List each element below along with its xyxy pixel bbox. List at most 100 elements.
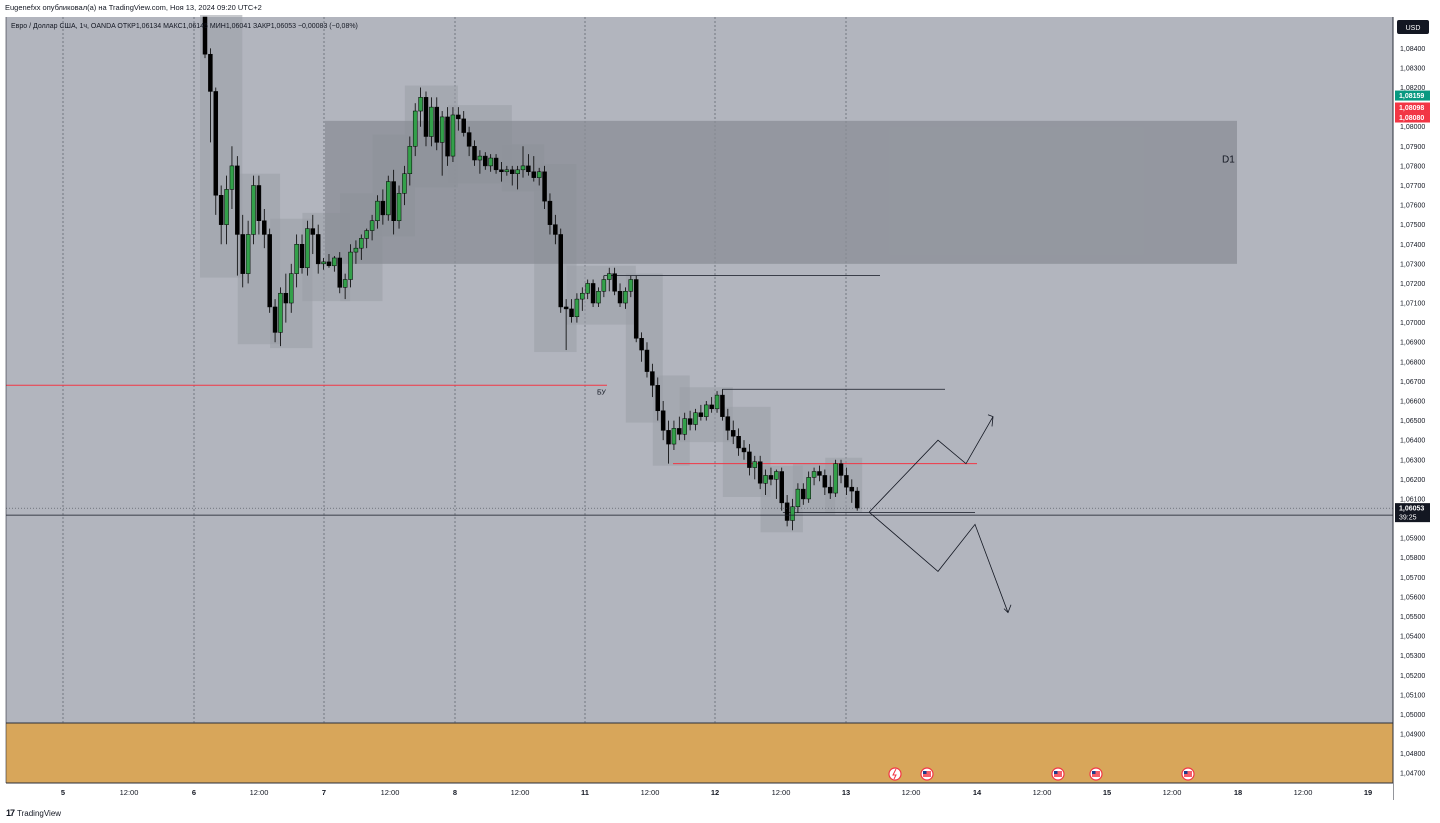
price-tag-label: 1,08098 (1399, 105, 1424, 112)
economic-events[interactable] (888, 767, 1195, 781)
flag-us-icon[interactable] (1181, 767, 1195, 781)
flag-us-icon[interactable] (1051, 767, 1065, 781)
candle-down (757, 461, 763, 484)
event-marker-circle (888, 767, 902, 781)
candle-up (477, 155, 483, 161)
time-tick-label: 6 (192, 788, 196, 797)
candle-up (294, 244, 299, 274)
price-tick-label: 1,05800 (1400, 555, 1425, 562)
candle-down (639, 338, 644, 351)
candle-up (585, 283, 590, 294)
currency-badge[interactable]: USD (1406, 25, 1421, 32)
candle-up (224, 189, 229, 225)
candle-up (364, 230, 369, 239)
time-tick-label: 12:00 (120, 788, 139, 797)
candle-up (375, 200, 380, 221)
candle-up (806, 477, 811, 500)
candle-up (536, 171, 542, 178)
candle-up (229, 165, 235, 190)
candle-up (488, 157, 493, 167)
time-tick-label: 12:00 (772, 788, 791, 797)
flag-stripes (1184, 771, 1192, 777)
current-price-label: 1,06053 (1399, 506, 1424, 513)
candle-up (396, 193, 402, 221)
price-tick-label: 1,06800 (1400, 359, 1425, 366)
candle-down (677, 428, 682, 435)
candle-up (515, 169, 520, 174)
candle-up (353, 247, 359, 253)
time-tick-label: 12:00 (1163, 788, 1182, 797)
d1-zone-label: D1 (1222, 154, 1235, 165)
flag-canton (1054, 771, 1058, 774)
candle-up (671, 428, 677, 445)
price-tick-label: 1,06400 (1400, 438, 1425, 445)
candle-down (337, 257, 342, 288)
price-tick-label: 1,05400 (1400, 634, 1425, 641)
candle-down (590, 283, 596, 304)
flag-us-icon[interactable] (920, 767, 934, 781)
price-tick-label: 1,07400 (1400, 242, 1425, 249)
candle-down (326, 261, 332, 267)
candle-down (730, 430, 736, 437)
candle-up (305, 228, 310, 269)
candle-down (218, 195, 224, 225)
price-tick-label: 1,06700 (1400, 379, 1425, 386)
arrow-head (987, 414, 994, 427)
candle-down (423, 97, 429, 137)
lightning-event-icon[interactable] (888, 767, 902, 781)
candle-up (763, 475, 768, 484)
candle-down (531, 171, 537, 178)
candle-up (402, 173, 407, 194)
price-tick-label: 1,06200 (1400, 477, 1425, 484)
candle-down (509, 169, 515, 174)
price-tick-label: 1,05200 (1400, 673, 1425, 680)
candle-down (256, 185, 262, 221)
price-tick-label: 1,07200 (1400, 281, 1425, 288)
candle-down (849, 486, 855, 492)
candle-down (202, 16, 208, 55)
candle-down (854, 490, 860, 509)
candle-down (747, 451, 752, 468)
candle-up (580, 292, 585, 300)
price-tick-label: 1,06100 (1400, 496, 1425, 503)
candle-up (359, 238, 364, 249)
price-tag-label: 1,08159 (1399, 93, 1424, 100)
flag-stripes (1054, 771, 1062, 777)
candle-up (288, 273, 294, 304)
price-tick-label: 1,07700 (1400, 183, 1425, 190)
candle-down (493, 157, 499, 171)
candle-up (714, 394, 720, 410)
footer-brand[interactable]: 17 TradingView (6, 806, 61, 820)
candle-down (644, 349, 650, 372)
time-tick-label: 19 (1364, 788, 1372, 797)
price-tick-label: 1,07000 (1400, 320, 1425, 327)
price-tags: 1,08159 1,08098 1,08080 (1395, 90, 1430, 123)
currency-badge-bg[interactable] (1397, 20, 1429, 34)
price-tick-label: 1,08200 (1400, 85, 1425, 92)
price-tick-label: 1,04800 (1400, 751, 1425, 758)
candle-down (445, 116, 450, 157)
scenario-arrows (868, 414, 1012, 614)
candle-down (784, 502, 790, 521)
tradingview-logo-icon: 17 (6, 808, 15, 818)
candle-down (213, 91, 219, 196)
bullish-scenario-path (868, 416, 994, 513)
candle-down (666, 430, 671, 445)
candle-down (235, 165, 240, 235)
time-tick-label: 12:00 (641, 788, 660, 797)
candle-up (245, 234, 251, 274)
bearish-scenario-path (868, 511, 1009, 613)
candle-down (741, 447, 747, 453)
candle-up (795, 488, 801, 508)
candle-down (617, 291, 623, 304)
candle-down (844, 475, 849, 488)
candle-up (332, 257, 337, 267)
price-tick-label: 1,05900 (1400, 536, 1425, 543)
publisher-line: Eugenefxx опубликовал(а) на TradingView.… (5, 3, 262, 12)
price-tick-label: 1,07100 (1400, 301, 1425, 308)
price-tick-label: 1,05600 (1400, 594, 1425, 601)
level-lines (6, 275, 977, 514)
flag-us-icon[interactable] (1089, 767, 1103, 781)
candle-up (790, 506, 795, 521)
